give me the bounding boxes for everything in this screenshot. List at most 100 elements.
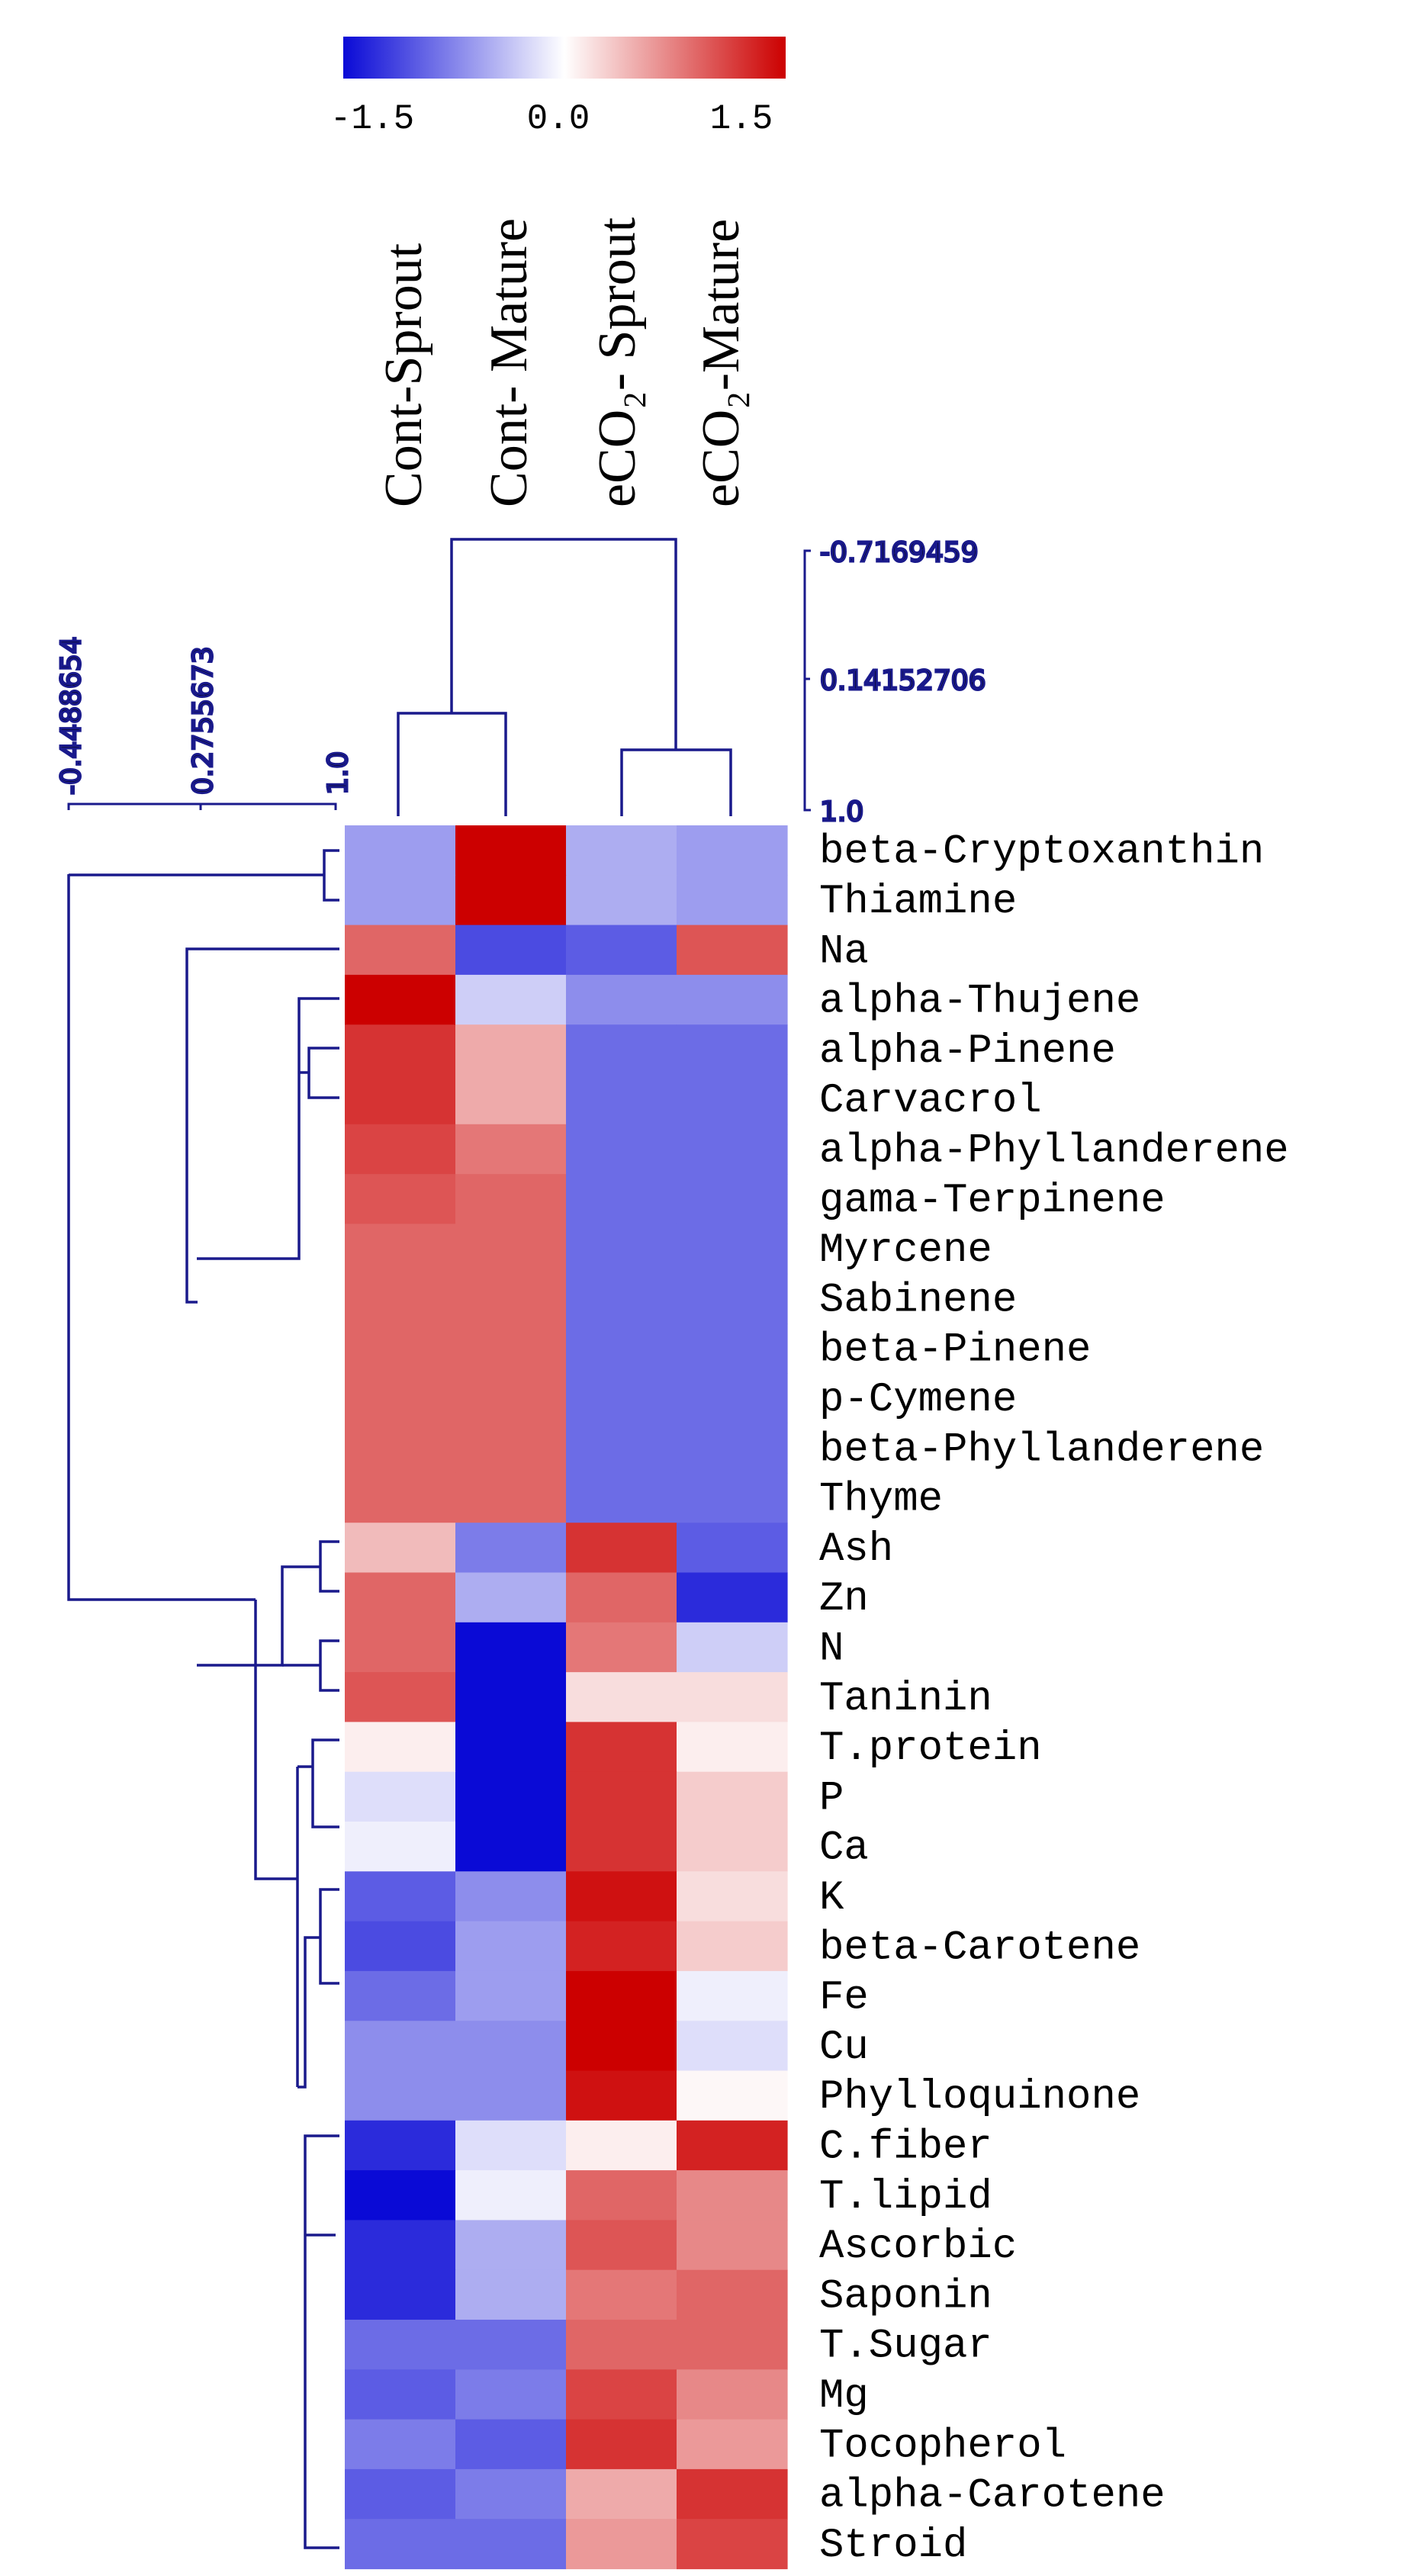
heatmap-cell — [566, 1174, 677, 1224]
heatmap-cell — [455, 875, 567, 926]
heatmap-cell — [566, 1224, 677, 1275]
heatmap-cell — [455, 1970, 567, 2021]
heatmap-cell — [455, 2120, 567, 2171]
column-tree-scale-label-top: -0.7169459 — [820, 537, 979, 568]
heatmap-cell — [677, 2468, 788, 2520]
row-label: Thiamine — [819, 879, 1017, 925]
heatmap-cell — [345, 1472, 456, 1523]
heatmap-cell — [455, 1273, 567, 1324]
heatmap-cell — [345, 2220, 456, 2271]
heatmap-cell — [345, 1224, 456, 1275]
heatmap-cell — [345, 925, 456, 976]
heatmap-cell — [566, 2269, 677, 2320]
heatmap-cell — [677, 2269, 788, 2320]
heatmap-cell — [566, 1970, 677, 2021]
heatmap-cell — [566, 1871, 677, 1922]
row-label: T.protein — [819, 1725, 1042, 1772]
row-label: beta-Carotene — [819, 1925, 1140, 1971]
heatmap-cell — [677, 1373, 788, 1424]
row-tree-scale-label-mid: 0.2755673 — [188, 646, 219, 795]
row-label: K — [819, 1875, 844, 1922]
row-tree-scale-label-left: -0.4488654 — [56, 636, 87, 795]
heatmap-cell — [566, 1074, 677, 1125]
heatmap-cell — [345, 974, 456, 1025]
column-label-cont-mature: Cont- Mature — [480, 218, 539, 507]
row-label: T.Sugar — [819, 2324, 992, 2370]
heatmap-cell — [455, 2519, 567, 2570]
heatmap-cell — [677, 2320, 788, 2370]
heatmap-cell — [566, 1124, 677, 1175]
heatmap-cell — [677, 1323, 788, 1374]
heatmap-cell — [345, 1822, 456, 1872]
heatmap-cell — [455, 2269, 567, 2320]
heatmap-cell — [455, 1472, 567, 1523]
heatmap-cell — [677, 974, 788, 1025]
row-dendrogram-branch-terpenes — [197, 997, 339, 1260]
heatmap-cell — [455, 1871, 567, 1922]
heatmap-cell — [566, 1323, 677, 1374]
heatmap-cell — [566, 1373, 677, 1424]
row-label: Sabinene — [819, 1277, 1017, 1323]
heatmap-cell — [566, 1921, 677, 1972]
column-dendrogram-branch-eco2 — [620, 748, 732, 816]
row-dendrogram-branch-protein — [297, 1738, 339, 1828]
heatmap-cell — [455, 1771, 567, 1822]
color-bar-max-label: 1.5 — [710, 99, 773, 139]
row-dendrogram-branch-root — [67, 874, 256, 1601]
row-tree-scale-label-right: 1.0 — [323, 751, 354, 795]
row-label: gama-Terpinene — [819, 1178, 1166, 1224]
heatmap-cell — [455, 1323, 567, 1374]
heatmap-cell — [677, 1622, 788, 1673]
heatmap-cell — [455, 2220, 567, 2271]
row-dendrogram-branch-ash-zn — [197, 1540, 339, 1667]
row-label: alpha-Pinene — [819, 1028, 1116, 1075]
heatmap-cell — [677, 1970, 788, 2021]
heatmap-cell — [677, 1672, 788, 1722]
heatmap-cell — [455, 1174, 567, 1224]
heatmap-cell — [455, 974, 567, 1025]
heatmap-cell — [345, 1373, 456, 1424]
heatmap-cell — [677, 1822, 788, 1872]
heatmap-cell — [345, 2519, 456, 2570]
row-label: Stroid — [819, 2523, 967, 2569]
row-labels: beta-CryptoxanthinThiamineNaalpha-Thujen… — [819, 829, 1289, 2569]
heatmap-cell — [455, 825, 567, 876]
heatmap-cell — [677, 2220, 788, 2271]
heatmap-cell — [677, 1472, 788, 1523]
heatmap-cell — [566, 1672, 677, 1722]
heatmap-cell — [677, 2419, 788, 2470]
heatmap-cell — [345, 2468, 456, 2520]
heatmap-cell — [455, 1523, 567, 1574]
heatmap-cell — [677, 1174, 788, 1224]
heatmap-cell — [566, 2320, 677, 2370]
color-bar-mid-label: 0.0 — [527, 99, 590, 139]
heatmap-cell — [455, 1074, 567, 1125]
heatmap-cell — [345, 2369, 456, 2420]
heatmap-cell — [455, 1722, 567, 1773]
heatmap-cell — [455, 1373, 567, 1424]
row-dendrogram-branch-n-taninin — [282, 1639, 339, 1692]
heatmap-cell — [566, 1273, 677, 1324]
column-labels: Cont-Sprout Cont- Mature eCO₂- Sprout eC… — [375, 217, 751, 507]
color-bar-min-label: -1.5 — [330, 99, 414, 139]
heatmap-cell — [345, 2120, 456, 2171]
heatmap-cell — [677, 2170, 788, 2221]
heatmap-cell — [345, 2320, 456, 2370]
heatmap-cell — [455, 2419, 567, 2470]
column-label-cont-sprout: Cont-Sprout — [375, 243, 433, 507]
heatmap-cell — [566, 1572, 677, 1623]
row-label: P — [819, 1775, 844, 1822]
heatmap-cell — [677, 1024, 788, 1076]
heatmap-cell — [345, 1722, 456, 1773]
heatmap-cell — [677, 1572, 788, 1623]
heatmap-cell — [345, 1523, 456, 1574]
row-label: beta-Cryptoxanthin — [819, 829, 1264, 876]
row-dendrogram-branch-lower — [254, 1600, 299, 2087]
heatmap-cell — [677, 2021, 788, 2072]
heatmap-cell — [566, 2220, 677, 2271]
heatmap-cell — [677, 1074, 788, 1125]
heatmap-cell — [455, 2320, 567, 2370]
row-label: Fe — [819, 1975, 869, 2021]
column-tree-scale-axis — [803, 549, 811, 812]
